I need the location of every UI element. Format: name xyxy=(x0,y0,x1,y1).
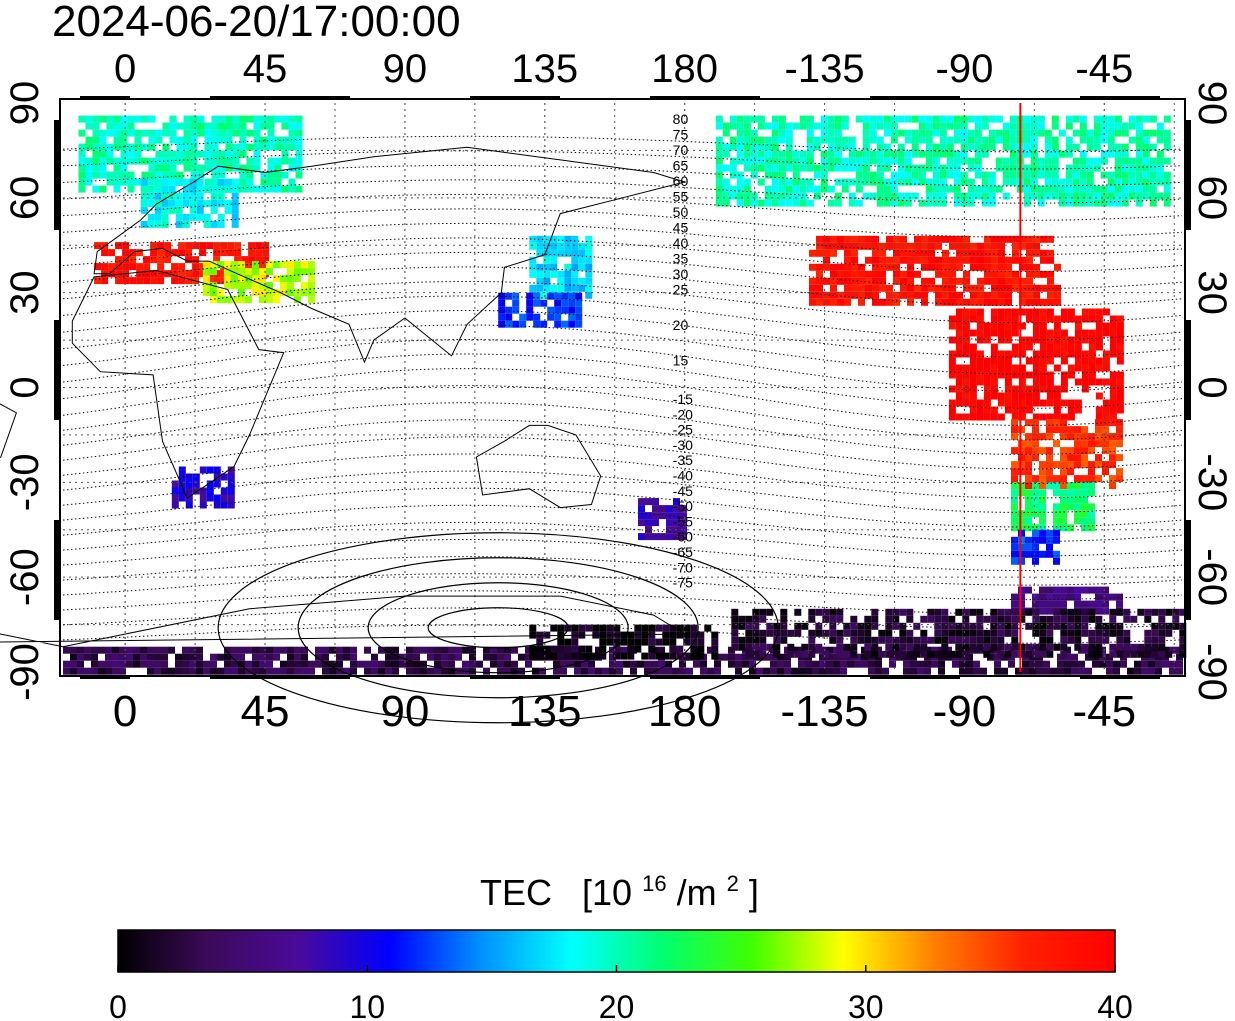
top-lon-label: -45 xyxy=(1075,47,1133,91)
contour-label-south: -30 xyxy=(673,437,693,453)
bottom-lon-label: -135 xyxy=(781,687,869,736)
right-latitude-labels: 90 60 30 0 -30 -60 -90 xyxy=(1190,81,1234,701)
contour-label-north: 70 xyxy=(673,142,689,158)
south-magnetic-pole-rings xyxy=(217,532,779,724)
colorbar-unit-base: [10 xyxy=(582,872,632,913)
tec-region xyxy=(202,261,315,304)
bottom-lon-label: 45 xyxy=(241,687,290,736)
colorbar-unit-exp2: 2 xyxy=(727,871,739,896)
colorbar-tick-label: 30 xyxy=(848,989,884,1021)
contour-label-north: 15 xyxy=(673,353,689,369)
contour-label-south: -20 xyxy=(673,406,693,422)
contour-label-south: -40 xyxy=(673,468,693,484)
tec-region xyxy=(529,235,593,299)
right-lat-label: 0 xyxy=(1190,376,1234,398)
contour-label-north: 30 xyxy=(673,266,689,282)
eurasia-coastline xyxy=(93,146,687,364)
bottom-lon-label: 90 xyxy=(380,687,429,736)
colorbar-unit-mid: /m xyxy=(677,872,717,913)
right-lat-label: -60 xyxy=(1190,548,1234,606)
contour-label-south: -65 xyxy=(673,544,693,560)
bottom-lon-label: -45 xyxy=(1072,687,1136,736)
contour-label-north: 55 xyxy=(673,189,689,205)
bottom-lon-label: 180 xyxy=(648,687,721,736)
contour-label-south: -15 xyxy=(673,391,693,407)
colorbar-title: TEC [10 16 /m 2 ] xyxy=(480,858,759,913)
left-lat-label: -90 xyxy=(3,643,47,701)
contour-label-south: -25 xyxy=(673,422,693,438)
contour-label-north: 25 xyxy=(673,282,689,298)
colorbar-unit-exp: 16 xyxy=(642,871,666,896)
contour-label-north: 60 xyxy=(673,173,689,189)
left-lat-label: 30 xyxy=(3,270,47,315)
colorbar-tick-label: 40 xyxy=(1097,989,1133,1021)
map-frame xyxy=(59,98,1186,677)
tec-region xyxy=(498,292,583,328)
right-lat-label: 60 xyxy=(1190,176,1234,221)
left-lat-label: 60 xyxy=(3,176,47,221)
bottom-lon-label: -90 xyxy=(933,687,997,736)
right-lat-label: -30 xyxy=(1190,453,1234,511)
contour-label-south: -45 xyxy=(673,483,693,499)
left-latitude-labels: 90 60 30 0 -30 -60 -90 xyxy=(3,81,47,701)
contour-label-south: -60 xyxy=(673,529,693,545)
coastlines xyxy=(0,146,687,648)
map-plot-area xyxy=(0,96,1191,724)
tec-region xyxy=(809,235,1061,306)
frame-tick-band xyxy=(54,96,1191,679)
top-lon-label: 180 xyxy=(651,47,718,91)
top-lon-label: 135 xyxy=(511,47,578,91)
africa-coastline xyxy=(71,269,285,499)
colorbar-tick-label: 0 xyxy=(109,989,127,1021)
left-lat-label: -30 xyxy=(3,453,47,511)
colorbar-tick-label: 10 xyxy=(349,989,385,1021)
tec-region xyxy=(1011,482,1095,532)
top-lon-label: -90 xyxy=(936,47,994,91)
magnetic-contours xyxy=(62,135,1183,644)
antarctica-coastline xyxy=(0,595,687,648)
contour-label-north: 35 xyxy=(673,251,689,267)
top-lon-label: 0 xyxy=(114,47,136,91)
contour-label-south: -50 xyxy=(673,498,693,514)
top-lon-label: 90 xyxy=(383,47,428,91)
top-lon-label: -135 xyxy=(785,47,865,91)
colorbar-title-tec: TEC xyxy=(480,872,552,913)
contour-label-north: 65 xyxy=(673,158,689,174)
contour-label-south: -75 xyxy=(673,575,693,591)
contour-label-north: 50 xyxy=(673,204,689,220)
contour-label-north: 20 xyxy=(673,317,689,333)
right-lat-label: 30 xyxy=(1190,270,1234,315)
left-lat-label: 0 xyxy=(3,376,47,398)
colorbar-tick-label: 20 xyxy=(599,989,635,1021)
svg-text:TEC [10 16 /: TEC [10 16 /m 2 ] xyxy=(480,858,759,913)
contour-label-north: 45 xyxy=(673,220,689,236)
colorbar-unit-end: ] xyxy=(749,872,759,913)
contour-label-north: 40 xyxy=(673,235,689,251)
tec-region xyxy=(78,115,303,193)
contour-label-north: 80 xyxy=(673,111,689,127)
left-lat-label: -60 xyxy=(3,548,47,606)
tec-region xyxy=(638,498,687,541)
colorbar-tick-labels: 0 10 20 30 40 xyxy=(109,965,1133,1021)
top-lon-label: 45 xyxy=(243,47,288,91)
tec-region xyxy=(731,608,1187,658)
contour-label-south: -35 xyxy=(673,452,693,468)
contour-label-north: 75 xyxy=(673,127,689,143)
bottom-lon-label: 135 xyxy=(508,687,581,736)
tec-region xyxy=(171,466,235,509)
top-longitude-labels: 0 45 90 135 180 -135 -90 -45 xyxy=(114,47,1133,91)
contour-label-south: -70 xyxy=(673,559,693,575)
right-lat-label: -90 xyxy=(1190,643,1234,701)
australia-coastline xyxy=(475,424,602,509)
left-lat-label: 90 xyxy=(3,81,47,126)
right-lat-label: 90 xyxy=(1190,81,1234,126)
bottom-longitude-labels: 0 45 90 135 180 -135 -90 -45 xyxy=(113,687,1136,736)
tec-region xyxy=(1011,529,1060,565)
contour-label-south: -55 xyxy=(673,513,693,529)
bottom-lon-label: 0 xyxy=(113,687,137,736)
timestamp: 2024-06-20/17:00:00 xyxy=(52,0,461,46)
